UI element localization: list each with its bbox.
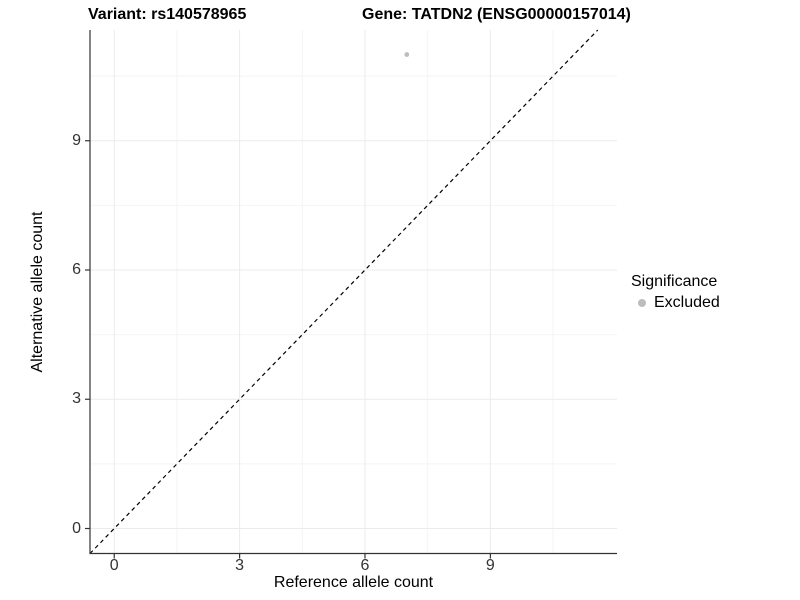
y-tick-label-0: 0 (72, 519, 81, 537)
legend: Significance Excluded (631, 272, 720, 312)
legend-item-label: Excluded (654, 294, 720, 311)
plot-title-gene: Gene: TATDN2 (ENSG00000157014) (362, 6, 631, 23)
x-tick-label-3: 3 (235, 557, 245, 574)
x-tick-label-6: 6 (360, 557, 370, 574)
legend-items: Excluded (631, 293, 720, 312)
x-axis-title: Reference allele count (273, 574, 434, 591)
x-tick-label-0: 0 (109, 557, 119, 574)
legend-title: Significance (631, 273, 718, 290)
legend-item-excluded: Excluded (631, 293, 720, 312)
y-axis-title: Alternative allele count (29, 211, 46, 373)
y-tick-label-3: 3 (72, 390, 81, 408)
data-point (404, 52, 410, 57)
plot-title-variant: Variant: rs140578965 (88, 6, 247, 23)
y-tick-label-6: 6 (72, 260, 81, 278)
legend-key-dot (631, 293, 653, 312)
identity-line (89, 29, 599, 554)
x-tick-label-9: 9 (485, 557, 495, 574)
point-key-icon (638, 298, 646, 307)
y-tick-label-9: 9 (72, 131, 81, 149)
